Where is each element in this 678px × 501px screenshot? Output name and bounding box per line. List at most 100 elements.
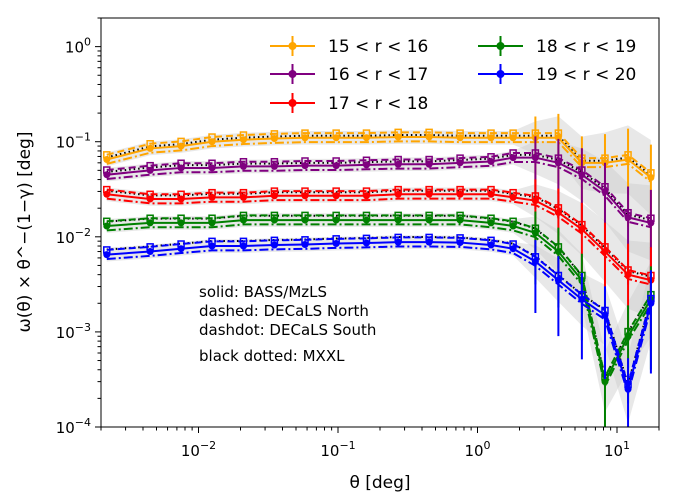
data-point-square	[487, 236, 495, 245]
data-point-square	[177, 214, 185, 222]
data-point-square	[531, 129, 540, 137]
data-point-square	[487, 129, 495, 137]
data-point-square	[554, 243, 563, 251]
data-point-square	[103, 151, 111, 159]
series-line	[106, 223, 652, 389]
series-lines	[103, 113, 655, 427]
data-point-square	[425, 233, 433, 242]
data-point-square	[208, 214, 216, 222]
data-point-square	[647, 214, 655, 222]
annotation: solid: BASS/MzLS	[199, 283, 327, 301]
series-line	[106, 160, 652, 229]
y-tick-label: 10−2	[56, 226, 91, 247]
data-point-square	[456, 185, 464, 194]
data-point-square	[270, 211, 279, 220]
legend-label: 15 < r < 16	[328, 37, 428, 57]
annotation: dashdot: DECaLS South	[199, 321, 376, 339]
data-point-square	[332, 211, 340, 220]
series-line	[106, 197, 652, 286]
mxxl-band	[106, 184, 651, 318]
legend-label: 16 < r < 17	[328, 65, 428, 85]
annotation: dashed: DECaLS North	[199, 302, 369, 320]
data-point-square	[146, 190, 154, 199]
data-point-square	[239, 211, 248, 220]
data-point-square	[394, 155, 402, 164]
mxxl-dotted-line	[106, 236, 652, 388]
data-point-square	[394, 233, 402, 242]
mxxl-dotted-line	[106, 214, 652, 381]
y-tick-label: 10−3	[56, 321, 91, 342]
data-point-square	[146, 140, 154, 148]
data-point-square	[332, 129, 340, 137]
y-axis-label: ω(θ) × θ^−(1−γ) [deg]	[15, 132, 35, 333]
data-point-square	[531, 192, 540, 200]
data-point-square	[177, 190, 185, 199]
data-point-square	[362, 211, 371, 220]
data-point-square	[554, 204, 563, 212]
x-axis-label: θ [deg]	[349, 473, 410, 493]
data-point-square	[456, 211, 464, 220]
data-point-square	[554, 154, 563, 162]
data-point-square	[177, 159, 185, 168]
data-point-square	[146, 243, 154, 251]
data-point-square	[301, 211, 309, 220]
data-point-square	[531, 149, 540, 157]
data-point-square	[509, 240, 517, 248]
data-point-square	[270, 236, 279, 245]
mxxl-dotted-line	[106, 134, 652, 177]
data-point-square	[509, 188, 517, 197]
x-axis: 10−2 10−1 100 101	[100, 427, 660, 460]
legend-label: 18 < r < 19	[536, 37, 636, 57]
series-line	[106, 193, 652, 282]
data-point-square	[456, 154, 464, 162]
y-axis: 10−4 10−3 10−2 10−1 100	[56, 17, 101, 437]
data-point-square	[239, 131, 248, 139]
data-point-square	[647, 169, 655, 177]
legend-marker	[288, 42, 297, 50]
data-point-square	[456, 234, 464, 242]
data-point-square	[394, 185, 402, 194]
data-point-square	[456, 129, 464, 137]
data-point-square	[103, 217, 111, 226]
data-point-square	[601, 183, 609, 191]
data-point-square	[425, 211, 433, 220]
legend: 15 < r < 16 16 < r < 17 17 < r < 18 18 < r …	[270, 36, 636, 114]
data-point-square	[362, 156, 371, 165]
legend-label: 19 < r < 20	[536, 65, 636, 85]
data-point-square	[177, 240, 185, 248]
data-point-square	[239, 237, 248, 246]
y-tick-label: 10−4	[56, 416, 91, 437]
data-point-square	[624, 208, 632, 217]
annotation: black dotted: MXXL	[199, 347, 345, 365]
series-line	[106, 131, 652, 174]
data-point-square	[624, 266, 632, 274]
x-tick-label: 10−2	[181, 439, 216, 460]
data-point-square	[208, 159, 216, 168]
x-tick-label: 101	[604, 439, 630, 460]
data-point-square	[301, 157, 309, 165]
data-point-square	[554, 271, 563, 280]
data-point-square	[578, 290, 586, 299]
data-point-square	[270, 130, 279, 138]
data-point-square	[239, 157, 248, 166]
data-point-square	[103, 166, 111, 174]
data-point-square	[270, 187, 279, 195]
series-line	[106, 188, 652, 277]
data-point-square	[239, 188, 248, 197]
data-point-square	[362, 187, 371, 195]
series-line	[106, 136, 652, 179]
series-line	[106, 214, 652, 380]
y-tick-label: 100	[65, 36, 91, 57]
series-line	[106, 151, 652, 220]
data-point-square	[332, 187, 340, 195]
data-point-square	[301, 129, 309, 137]
data-point-square	[270, 157, 279, 166]
series-line	[106, 241, 652, 393]
series-line	[106, 140, 652, 183]
data-point-square	[177, 137, 185, 146]
data-point-square	[509, 129, 517, 137]
data-point-square	[362, 129, 371, 137]
data-point-square	[208, 133, 216, 141]
legend-marker	[288, 70, 297, 78]
